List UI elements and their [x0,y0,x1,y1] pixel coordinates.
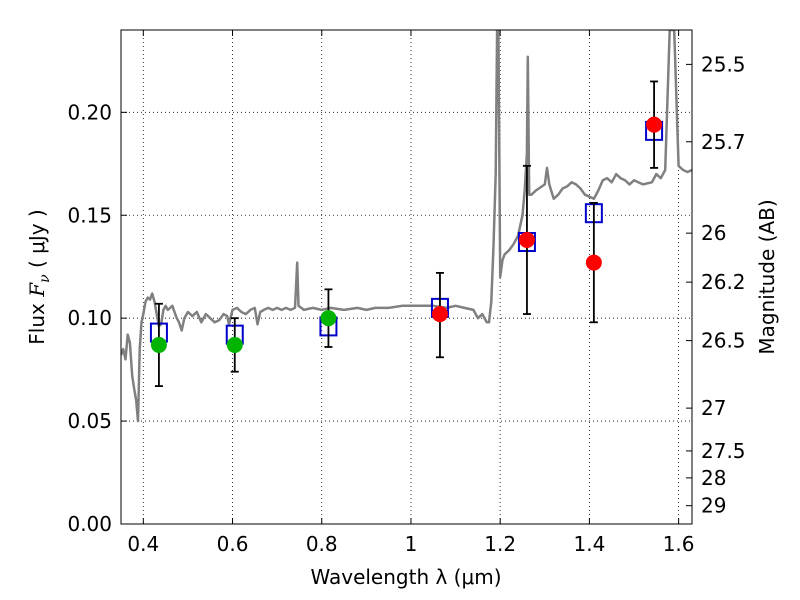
plot-area [121,30,692,423]
magnitude-tick-label: 25.5 [701,52,746,76]
magnitude-tick-label: 27 [701,396,726,420]
observed-point-green [320,310,337,327]
observed-point-green [226,336,243,353]
y-axis-title-prefix: Flux [25,297,49,345]
magnitude-tick-label: 26.2 [701,270,746,294]
x-tick-label: 1 [405,532,418,556]
magnitude-tick-label: 29 [701,494,726,518]
x-tick-label: 1.2 [484,532,516,556]
x-tick-label: 0.4 [127,532,159,556]
x-tick-label: 0.8 [306,532,338,556]
magnitude-tick-label: 28 [701,466,726,490]
ticks: 0.4 0.6 0.8 1 1.2 1.4 1.6 0.00 0.05 0.10 0.15 0.20 2… [67,30,746,556]
x-tick-label: 1.4 [573,532,605,556]
y-tick-label: 0.15 [67,203,112,227]
y-axis-title-units: ( μJy ) [25,209,49,274]
y-tick-label: 0.10 [67,306,112,330]
magnitude-tick-label: 25.7 [701,130,746,154]
x-tick-label: 1.6 [663,532,695,556]
y-axis-title-left: Flux Fν ( μJy ) [25,209,53,344]
x-axis-title: Wavelength λ (μm) [310,565,501,589]
y-tick-label: 0.05 [67,409,112,433]
observed-point-green [150,336,167,353]
y-axis-title-subscript: ν [37,274,53,283]
spectrum-line [121,30,692,423]
observed-point-red [518,231,535,248]
magnitude-tick-label: 27.5 [701,439,746,463]
observed-point-red [431,306,448,323]
y-tick-label: 0.20 [67,100,112,124]
x-tick-label: 0.6 [217,532,249,556]
markers [149,80,664,387]
magnitude-tick-label: 26.5 [701,329,746,353]
y-axis-title-symbol: F [25,282,49,298]
plot-frame [120,29,693,525]
observed-point-red [585,254,602,271]
y-axis-title-right: Magnitude (AB) [755,199,779,354]
observed-point-red [646,116,663,133]
y-tick-label: 0.00 [67,512,112,536]
magnitude-tick-label: 26 [701,221,726,245]
